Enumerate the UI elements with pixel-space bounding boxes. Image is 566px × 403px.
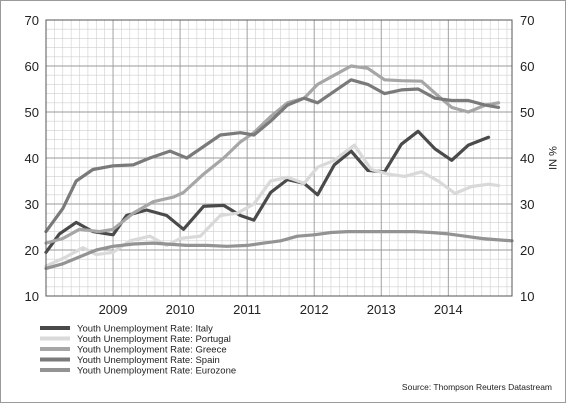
x-axis-ticks: 2009 2010 2011 2012 2013 2014 — [99, 302, 463, 317]
y-tick-label-right: 50 — [520, 105, 534, 120]
y-axis-left-ticks: 10 20 30 40 50 60 70 — [25, 13, 39, 304]
series-layer — [44, 64, 514, 270]
plot-area — [44, 19, 514, 297]
y-tick-label-left: 30 — [25, 197, 39, 212]
legend-label: Youth Unemployment Rate: Greece — [77, 345, 227, 356]
x-tick-label: 2012 — [300, 302, 329, 317]
x-tick-label: 2011 — [233, 302, 261, 317]
plot-border — [45, 19, 513, 297]
y-tick-label-right: 60 — [520, 59, 534, 74]
series-line-3 — [44, 78, 501, 234]
y-tick-label-right: 20 — [520, 243, 534, 258]
series-line-4 — [44, 230, 514, 270]
y-tick-label-left: 60 — [25, 59, 39, 74]
legend-label: Youth Unemployment Rate: Italy — [77, 324, 213, 335]
x-tick-label: 2010 — [166, 302, 195, 317]
y-tick-label-left: 70 — [25, 13, 39, 28]
y-tick-label-left: 10 — [25, 289, 39, 304]
x-tick-label: 2014 — [434, 302, 463, 317]
y-axis-right-ticks: 10 20 30 40 50 60 70 — [520, 13, 534, 304]
legend-label: Youth Unemployment Rate: Spain — [77, 355, 220, 366]
y-tick-label-left: 20 — [25, 243, 39, 258]
y-tick-label-left: 40 — [25, 151, 39, 166]
y-tick-label-right: 30 — [520, 197, 534, 212]
legend-label: Youth Unemployment Rate: Eurozone — [77, 366, 236, 377]
y-tick-label-right: 40 — [520, 151, 534, 166]
x-tick-label: 2009 — [99, 302, 128, 317]
series-line-0 — [44, 129, 491, 254]
series-line-2 — [44, 64, 501, 245]
y-axis-right-label: % NI — [546, 146, 558, 170]
x-tick-label: 2013 — [367, 302, 396, 317]
y-tick-label-right: 10 — [520, 289, 534, 304]
legend-label: Youth Unemployment Rate: Portugal — [77, 334, 231, 345]
source-note: Source: Thompson Reuters Datastream — [402, 382, 552, 392]
y-tick-label-left: 50 — [25, 105, 39, 120]
y-tick-label-right: 70 — [520, 13, 534, 28]
